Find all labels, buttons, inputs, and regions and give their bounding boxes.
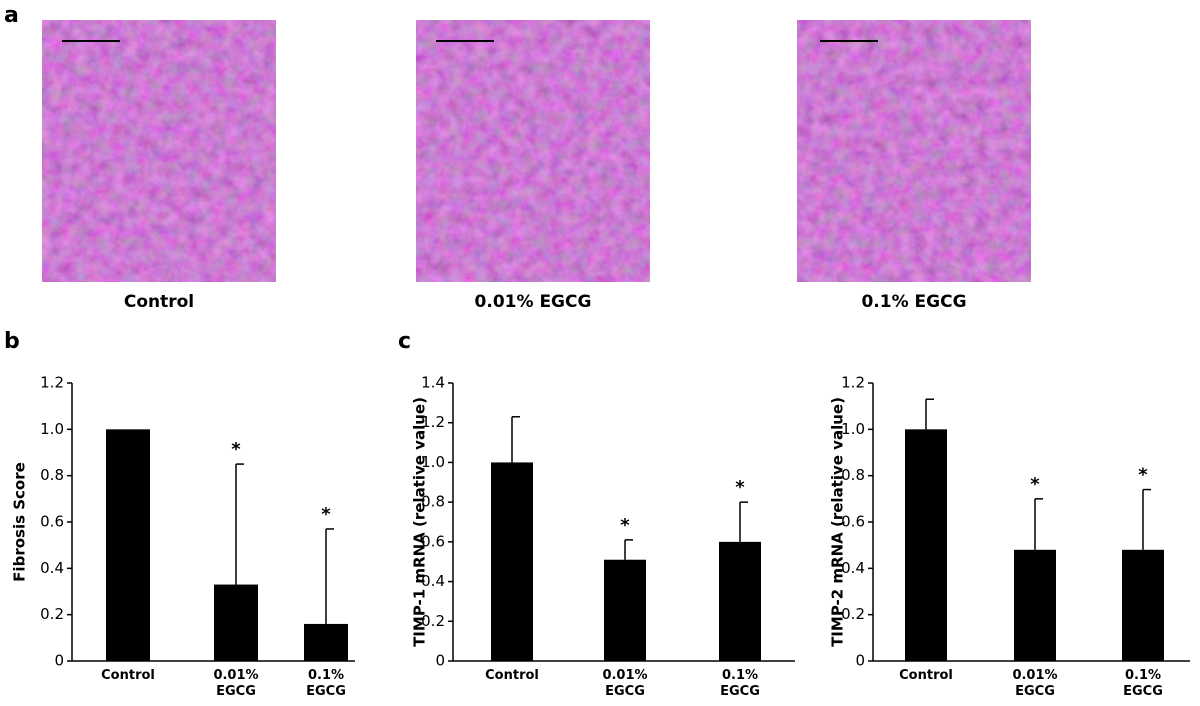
y-axis-label: TIMP-1 mRNA (relative value): [411, 397, 429, 647]
y-tick-label: 1.2: [421, 413, 445, 431]
bar: [106, 429, 150, 661]
image-caption: Control: [124, 292, 194, 312]
bar: [604, 559, 646, 661]
y-tick-label: 1.0: [421, 453, 445, 471]
y-tick-label: 0.8: [841, 466, 865, 484]
significance-mark: *: [620, 515, 630, 536]
significance-mark: *: [1138, 465, 1148, 486]
y-tick-label: 1.4: [421, 374, 445, 392]
bar: [905, 429, 947, 661]
significance-mark: *: [1030, 474, 1040, 495]
y-tick-label: 0.8: [421, 493, 445, 511]
y-tick-label: 0.2: [421, 612, 445, 630]
y-tick-label: 0.6: [40, 513, 64, 531]
bar: [214, 584, 258, 661]
y-tick-label: 0.2: [40, 605, 64, 623]
micrograph: [42, 20, 276, 282]
image-caption: 0.1% EGCG: [861, 292, 966, 312]
y-tick-label: 0.6: [841, 513, 865, 531]
x-tick-label: 0.01% EGCG: [602, 668, 648, 699]
y-tick-label: 0: [435, 652, 445, 670]
y-tick-label: 1.0: [841, 420, 865, 438]
y-tick-label: 0: [54, 652, 64, 670]
x-tick-label: 0.01% EGCG: [213, 668, 259, 699]
x-tick-label: 0.01% EGCG: [1012, 668, 1058, 699]
y-axis-label: Fibrosis Score: [11, 462, 29, 582]
x-tick-label: Control: [899, 668, 953, 683]
y-tick-label: 0.8: [40, 466, 64, 484]
x-tick-label: 0.1% EGCG: [720, 668, 760, 699]
y-tick-label: 0: [855, 652, 865, 670]
panel-label: b: [4, 329, 20, 354]
y-tick-label: 1.2: [40, 374, 64, 392]
y-tick-label: 1.0: [40, 420, 64, 438]
x-tick-label: 0.1% EGCG: [1123, 668, 1163, 699]
y-tick-label: 0.4: [841, 559, 865, 577]
y-tick-label: 0.4: [421, 572, 445, 590]
bar: [1014, 549, 1056, 661]
significance-mark: *: [735, 477, 745, 498]
y-axis-label: TIMP-2 mRNA (relative value): [829, 397, 847, 647]
panel-label: c: [398, 329, 411, 354]
bar: [719, 541, 761, 661]
image-caption: 0.01% EGCG: [475, 292, 592, 312]
micrograph: [416, 20, 650, 282]
x-tick-label: Control: [101, 668, 155, 683]
y-tick-label: 0.2: [841, 605, 865, 623]
significance-mark: *: [321, 504, 331, 525]
y-tick-label: 0.6: [421, 532, 445, 550]
panel-label: a: [4, 3, 19, 28]
bar: [304, 623, 348, 661]
bar: [491, 462, 533, 661]
significance-mark: *: [231, 439, 241, 460]
x-tick-label: 0.1% EGCG: [306, 668, 346, 699]
x-tick-label: Control: [485, 668, 539, 683]
micrograph: [797, 20, 1031, 282]
bar: [1122, 549, 1164, 661]
y-tick-label: 0.4: [40, 559, 64, 577]
y-tick-label: 1.2: [841, 374, 865, 392]
